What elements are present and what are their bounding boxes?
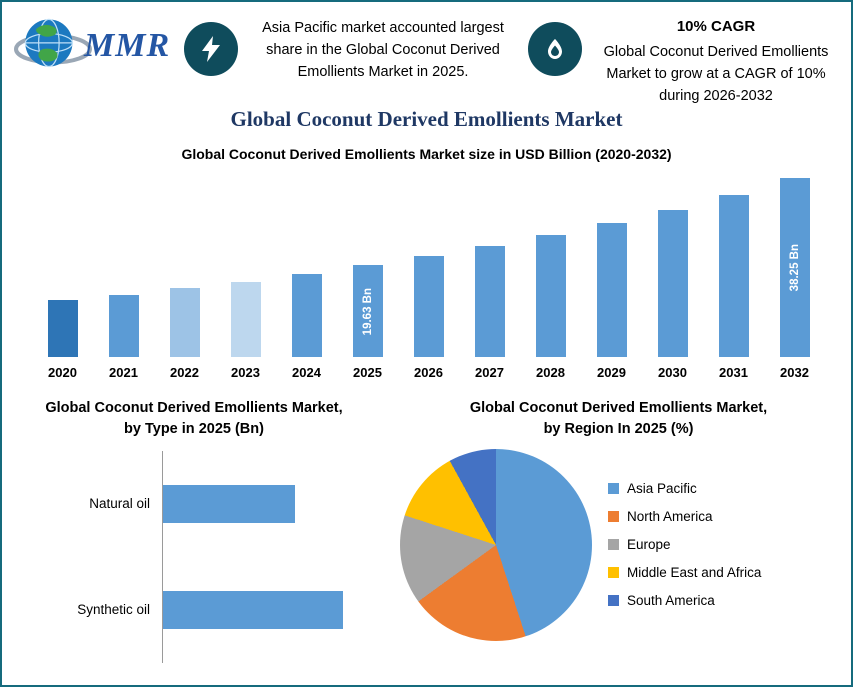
- market-size-section: Global Coconut Derived Emollients Market…: [2, 146, 851, 380]
- cagr-text: Global Coconut Derived Emollients Market…: [603, 44, 829, 104]
- x-axis-label-2022: 2022: [170, 365, 199, 381]
- bar-column-2029: 2029: [581, 170, 642, 380]
- market-size-chart-title: Global Coconut Derived Emollients Market…: [181, 146, 672, 163]
- bar-column-2023: 2023: [215, 170, 276, 380]
- x-axis-label-2032: 2032: [780, 365, 809, 381]
- bar-column-2027: 2027: [459, 170, 520, 380]
- bar-value-label-2032: 38.25 Bn: [788, 244, 801, 292]
- type-category-label: Natural oil: [89, 496, 150, 512]
- x-axis-label-2026: 2026: [414, 365, 443, 381]
- x-axis-label-2024: 2024: [292, 365, 321, 381]
- callout-asia-pacific: Asia Pacific market accounted largest sh…: [262, 20, 504, 80]
- legend-item: North America: [608, 509, 761, 524]
- bar-column-2026: 2026: [398, 170, 459, 380]
- bar-2023: [230, 281, 261, 358]
- bar-column-2025: 19.63 Bn 2025: [337, 170, 398, 380]
- bar-2021: [108, 294, 139, 358]
- x-axis-label-2021: 2021: [109, 365, 138, 381]
- bar-2031: [718, 194, 749, 358]
- bar-column-2024: 2024: [276, 170, 337, 380]
- by-type-section: Global Coconut Derived Emollients Market…: [2, 398, 386, 663]
- x-axis-label-2025: 2025: [353, 365, 382, 381]
- legend-swatch: [608, 567, 619, 579]
- legend-item: Europe: [608, 537, 761, 552]
- x-axis-label-2029: 2029: [597, 365, 626, 381]
- bar-2020: [47, 300, 78, 358]
- pie-wrap: Asia Pacific North America Europe Middle Ea…: [386, 448, 851, 641]
- type-row: Natural oil: [10, 450, 386, 557]
- bar-2022: [169, 288, 200, 358]
- legend-item: South America: [608, 593, 761, 608]
- bar-2029: [596, 222, 627, 358]
- legend-item: Middle East and Africa: [608, 565, 761, 580]
- by-type-chart-title: Global Coconut Derived Emollients Market…: [45, 400, 343, 437]
- legend-label: North America: [627, 509, 713, 525]
- page-title: Global Coconut Derived Emollients Market: [230, 107, 623, 132]
- callout-cagr: 10% CAGR Global Coconut Derived Emollien…: [594, 14, 838, 107]
- legend-swatch: [608, 539, 619, 551]
- by-type-bar-chart: Natural oil Synthetic oil: [10, 450, 386, 663]
- by-region-chart-title: Global Coconut Derived Emollients Market…: [469, 400, 768, 437]
- region-pie-chart: [400, 448, 592, 641]
- type-bar-plot-area: [162, 450, 386, 557]
- type-bar: [163, 484, 296, 523]
- legend-swatch: [608, 483, 619, 495]
- logo-text: MMR: [84, 27, 171, 64]
- globe-icon: [14, 18, 92, 68]
- bar-2032: 38.25 Bn: [779, 178, 810, 358]
- bar-column-2031: 2031: [703, 170, 764, 380]
- bar-2028: [535, 235, 566, 358]
- bar-2030: [657, 209, 688, 358]
- x-axis-label-2027: 2027: [475, 365, 504, 381]
- x-axis-label-2023: 2023: [231, 365, 260, 381]
- legend-label: Europe: [627, 537, 671, 553]
- type-bar: [163, 590, 343, 629]
- x-axis-label-2020: 2020: [48, 365, 77, 381]
- x-axis-label-2028: 2028: [536, 365, 565, 381]
- bar-value-label-2025: 19.63 Bn: [361, 287, 374, 335]
- by-region-section: Global Coconut Derived Emollients Market…: [386, 398, 851, 663]
- legend-label: Middle East and Africa: [627, 565, 762, 581]
- bar-column-2032: 38.25 Bn 2032: [764, 170, 825, 380]
- cagr-title: 10% CAGR: [676, 18, 756, 35]
- bar-2024: [291, 274, 322, 358]
- legend-swatch: [608, 511, 619, 523]
- market-size-bar-chart: 2020 2021 2022 2023 2024 19.63 Bn 2025 2026 2027…: [2, 162, 851, 380]
- bar-2025: 19.63 Bn: [352, 265, 383, 358]
- flame-icon: [548, 39, 562, 59]
- bar-column-2021: 2021: [93, 170, 154, 380]
- type-bar-plot-area: [162, 556, 386, 663]
- lightning-badge: [184, 22, 238, 76]
- lightning-icon: [202, 36, 220, 62]
- x-axis-label-2030: 2030: [658, 365, 687, 381]
- bar-2026: [413, 256, 444, 358]
- mmr-logo: MMR: [14, 14, 172, 78]
- x-axis-label-2031: 2031: [719, 365, 748, 381]
- bottom-row: Global Coconut Derived Emollients Market…: [2, 398, 851, 663]
- type-category-label: Synthetic oil: [77, 602, 150, 618]
- bar-2027: [474, 246, 505, 358]
- header: MMR Asia Pacific market accounted larges…: [2, 2, 851, 107]
- legend-item: Asia Pacific: [608, 481, 761, 496]
- pie-legend: Asia Pacific North America Europe Middle Ea…: [608, 468, 761, 621]
- bar-column-2022: 2022: [154, 170, 215, 380]
- legend-label: Asia Pacific: [627, 481, 697, 497]
- bar-column-2028: 2028: [520, 170, 581, 380]
- legend-swatch: [608, 595, 619, 607]
- flame-badge: [528, 22, 582, 76]
- bar-column-2030: 2030: [642, 170, 703, 380]
- bar-column-2020: 2020: [32, 170, 93, 380]
- type-row: Synthetic oil: [10, 556, 386, 663]
- legend-label: South America: [627, 593, 715, 609]
